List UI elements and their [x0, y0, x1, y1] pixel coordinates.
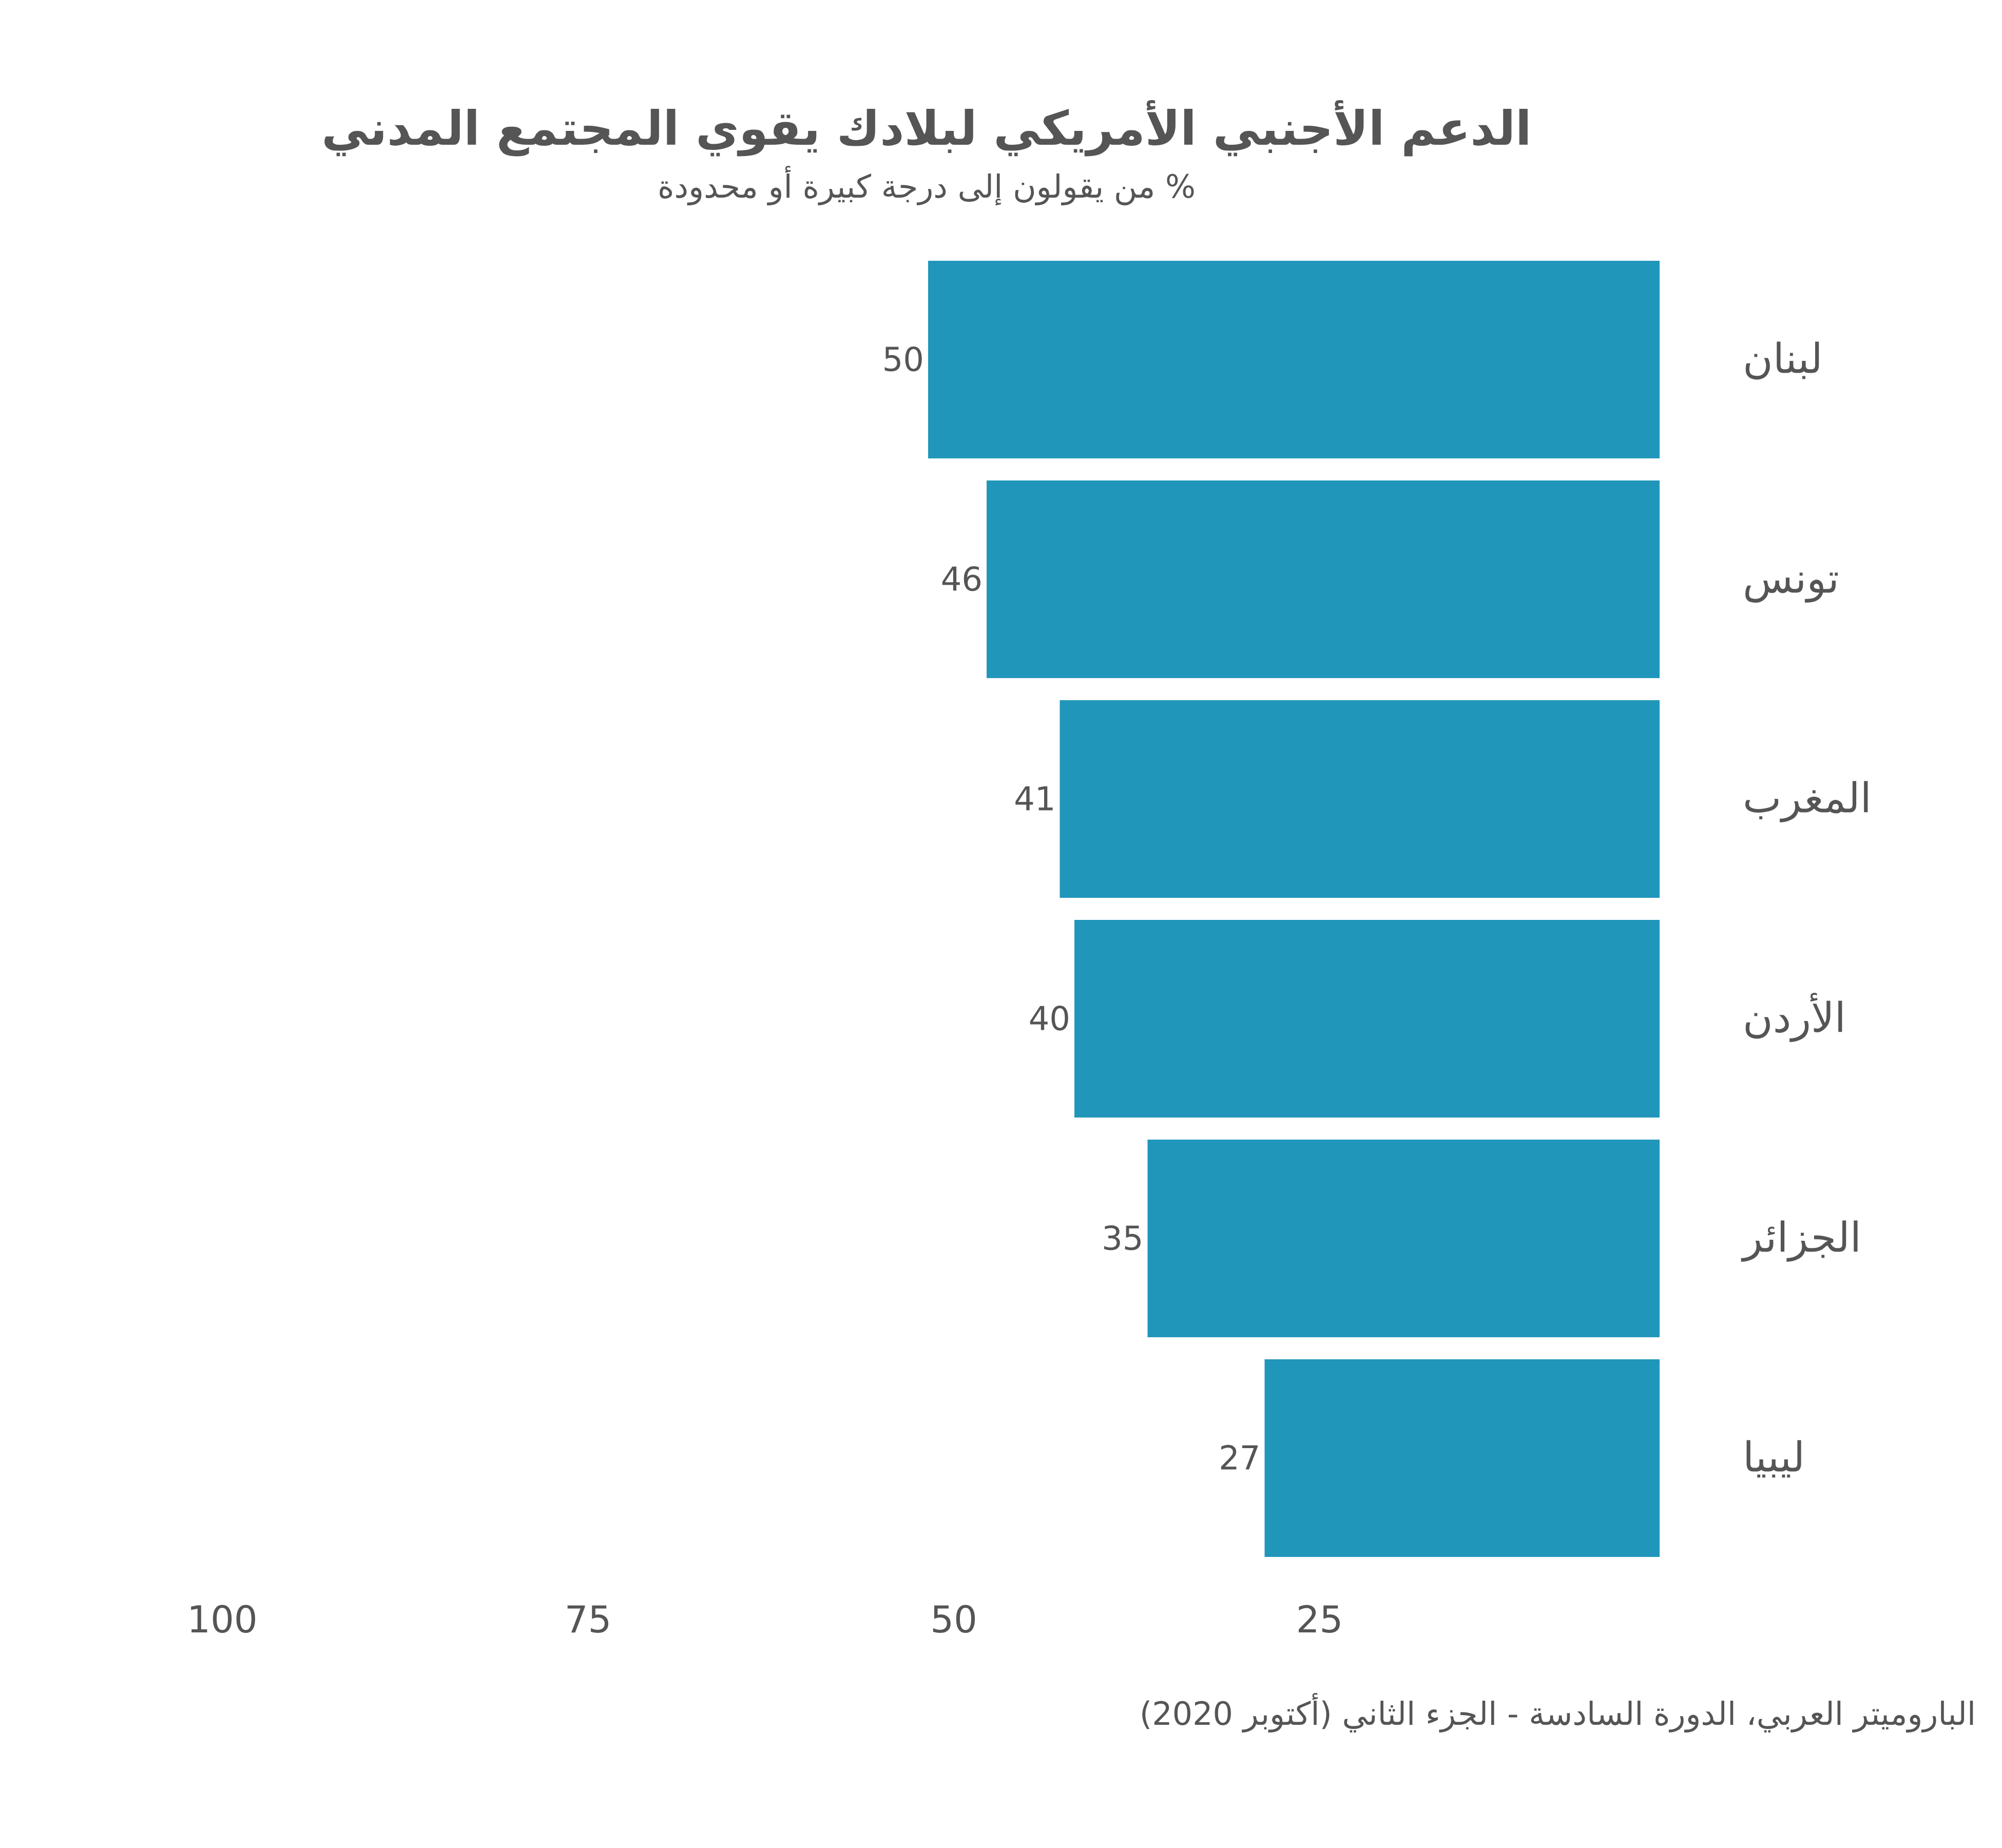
- chart-subtitle: % من يقولون إلى درجة كبيرة أو محدودة: [658, 166, 1196, 206]
- bars-group: 50 لبنان 46 تونس 41 المغرب 40 الأردن 35 الجزائر 27…: [882, 261, 1872, 1557]
- bar-value-label: 41: [1014, 781, 1055, 819]
- x-tick-label: 50: [930, 1598, 977, 1641]
- category-label: لبنان: [1743, 335, 1823, 383]
- bar: [1060, 700, 1660, 898]
- chart-title: الدعم الأجنبي الأمريكي لبلادك يقوي المجت…: [321, 100, 1531, 157]
- bar: [1264, 1359, 1660, 1557]
- x-tick-label: 75: [565, 1598, 612, 1641]
- chart-source: الباروميتر العربي، الدورة السادسة - الجز…: [1140, 1693, 1976, 1732]
- bar: [928, 261, 1660, 458]
- category-label: الجزائر: [1741, 1214, 1861, 1262]
- bar-value-label: 40: [1029, 1000, 1070, 1038]
- bar-value-label: 35: [1102, 1220, 1143, 1258]
- bar: [987, 480, 1660, 678]
- x-axis-ticks: 100 75 50 25: [187, 1598, 1343, 1641]
- bar-value-label: 46: [941, 561, 983, 599]
- category-label: ليبيا: [1743, 1434, 1805, 1481]
- bar: [1074, 920, 1660, 1118]
- bar-value-label: 50: [882, 341, 924, 379]
- bar-value-label: 27: [1219, 1440, 1260, 1478]
- bar: [1147, 1140, 1660, 1337]
- x-tick-label: 100: [187, 1598, 257, 1641]
- category-label: تونس: [1743, 555, 1839, 603]
- x-tick-label: 25: [1296, 1598, 1343, 1641]
- category-label: الأردن: [1743, 993, 1846, 1043]
- category-label: المغرب: [1743, 775, 1872, 823]
